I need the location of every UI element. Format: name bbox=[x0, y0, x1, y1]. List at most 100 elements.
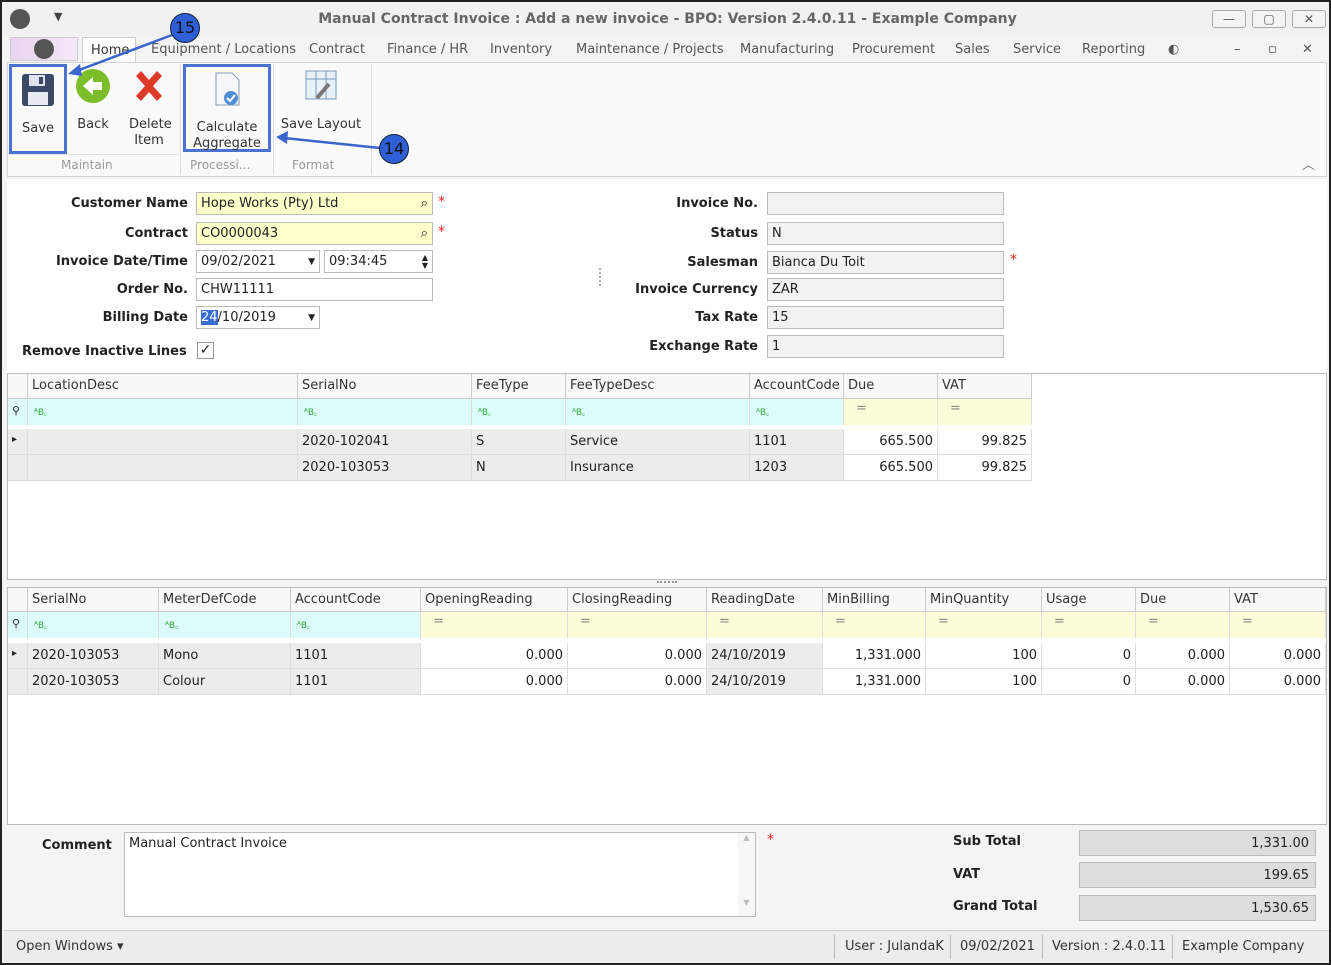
exchange-rate-field[interactable]: 1 bbox=[767, 335, 1004, 358]
table-cell[interactable]: 1101 bbox=[291, 643, 421, 669]
filter-cell[interactable]: ᴬB꜀ bbox=[291, 612, 421, 638]
billing-date-field[interactable]: 24/10/2019 ▼ bbox=[196, 306, 320, 329]
column-header[interactable]: Usage bbox=[1042, 588, 1136, 612]
table-cell[interactable] bbox=[28, 455, 298, 481]
column-header[interactable]: AccountCode bbox=[291, 588, 421, 612]
filter-cell[interactable]: ᴬB꜀ bbox=[472, 399, 566, 425]
help-icon[interactable]: ◐ bbox=[1168, 42, 1180, 57]
table-cell[interactable]: N bbox=[472, 455, 566, 481]
table-cell[interactable]: Service bbox=[566, 429, 750, 455]
remove-inactive-lines-checkbox[interactable]: ✓ bbox=[197, 342, 214, 359]
table-cell[interactable]: 99.825 bbox=[938, 455, 1032, 481]
column-header[interactable]: OpeningReading bbox=[421, 588, 568, 612]
mdi-restore-icon[interactable]: ▫ bbox=[1268, 42, 1277, 57]
comment-textarea[interactable]: Manual Contract Invoice bbox=[124, 832, 756, 917]
table-cell[interactable]: Mono bbox=[159, 643, 291, 669]
tab-manufacturing[interactable]: Manufacturing bbox=[740, 42, 835, 57]
contract-field[interactable]: CO0000043 ⌕ bbox=[196, 222, 433, 245]
filter-cell[interactable]: = bbox=[1136, 612, 1230, 638]
filter-cell[interactable]: ᴬB꜀ bbox=[566, 399, 750, 425]
tab-procurement[interactable]: Procurement bbox=[852, 42, 936, 57]
column-header[interactable]: MinBilling bbox=[823, 588, 926, 612]
table-cell[interactable]: 24/10/2019 bbox=[707, 643, 823, 669]
tab-contract[interactable]: Contract bbox=[309, 42, 365, 57]
filter-cell[interactable]: = bbox=[568, 612, 707, 638]
table-cell[interactable]: 0.000 bbox=[421, 643, 568, 669]
table-cell[interactable]: 0 bbox=[1042, 643, 1136, 669]
table-cell[interactable]: 0.000 bbox=[1230, 643, 1326, 669]
tax-rate-field[interactable]: 15 bbox=[767, 306, 1004, 329]
save-button[interactable]: Save bbox=[9, 64, 67, 154]
column-header[interactable]: MinQuantity bbox=[926, 588, 1042, 612]
calculate-aggregate-button[interactable]: Calculate Aggregate bbox=[183, 64, 271, 152]
table-cell[interactable]: 665.500 bbox=[844, 429, 938, 455]
column-header[interactable]: VAT bbox=[938, 374, 1032, 399]
row-indicator[interactable]: ▸ bbox=[8, 643, 28, 669]
invoice-time-field[interactable]: 09:34:45 ▲ ▼ bbox=[324, 250, 433, 273]
table-cell[interactable]: 100 bbox=[926, 643, 1042, 669]
column-header[interactable]: Due bbox=[844, 374, 938, 399]
table-cell[interactable]: 0.000 bbox=[568, 643, 707, 669]
filter-cell[interactable]: ᴬB꜀ bbox=[159, 612, 291, 638]
column-header[interactable]: SerialNo bbox=[298, 374, 472, 399]
table-cell[interactable]: 100 bbox=[926, 669, 1042, 695]
table-cell[interactable]: 1,331.000 bbox=[823, 669, 926, 695]
filter-cell[interactable]: ᴬB꜀ bbox=[28, 612, 159, 638]
close-button[interactable]: ✕ bbox=[1292, 10, 1326, 28]
table-cell[interactable]: 665.500 bbox=[844, 455, 938, 481]
column-header[interactable]: FeeType bbox=[472, 374, 566, 399]
table-cell[interactable]: 0.000 bbox=[1136, 669, 1230, 695]
column-header[interactable]: MeterDefCode bbox=[159, 588, 291, 612]
filter-cell[interactable]: = bbox=[1230, 612, 1326, 638]
table-cell[interactable]: Insurance bbox=[566, 455, 750, 481]
filter-cell[interactable]: = bbox=[823, 612, 926, 638]
column-header[interactable]: AccountCode bbox=[750, 374, 844, 399]
table-cell[interactable]: 99.825 bbox=[938, 429, 1032, 455]
delete-item-button[interactable]: Delete Item bbox=[122, 68, 176, 149]
column-header[interactable]: VAT bbox=[1230, 588, 1326, 612]
table-cell[interactable]: Colour bbox=[159, 669, 291, 695]
table-cell[interactable]: 2020-103053 bbox=[28, 669, 159, 695]
table-cell[interactable]: 1203 bbox=[750, 455, 844, 481]
grid-splitter-handle[interactable] bbox=[657, 581, 677, 584]
quick-access-dropdown-icon[interactable]: ▼ bbox=[54, 10, 63, 23]
dropdown-arrow-icon[interactable]: ▼ bbox=[308, 313, 315, 323]
filter-cell[interactable]: ᴬB꜀ bbox=[750, 399, 844, 425]
table-cell[interactable]: 1101 bbox=[291, 669, 421, 695]
order-no-field[interactable]: CHW11111 bbox=[196, 278, 433, 301]
filter-cell[interactable]: = bbox=[926, 612, 1042, 638]
back-button[interactable]: Back bbox=[72, 68, 114, 133]
tab-equipment-locations[interactable]: Equipment / Locations bbox=[151, 42, 296, 57]
mdi-minimize-icon[interactable]: – bbox=[1234, 42, 1241, 57]
table-cell[interactable]: 0.000 bbox=[1136, 643, 1230, 669]
customer-name-field[interactable]: Hope Works (Pty) Ltd ⌕ bbox=[196, 192, 433, 215]
table-cell[interactable]: 2020-102041 bbox=[298, 429, 472, 455]
minimize-button[interactable]: — bbox=[1212, 10, 1246, 28]
table-cell[interactable]: S bbox=[472, 429, 566, 455]
table-cell[interactable]: 2020-103053 bbox=[28, 643, 159, 669]
tab-finance-hr[interactable]: Finance / HR bbox=[387, 42, 469, 57]
comment-scrollbar[interactable]: ▲ ▼ bbox=[738, 833, 755, 916]
filter-cell[interactable]: = bbox=[938, 399, 1032, 425]
restore-button[interactable]: ▢ bbox=[1252, 10, 1286, 28]
table-cell[interactable]: 0.000 bbox=[568, 669, 707, 695]
time-spinner-icon[interactable]: ▲ ▼ bbox=[421, 253, 428, 270]
column-header[interactable]: Due bbox=[1136, 588, 1230, 612]
table-cell[interactable]: 0.000 bbox=[421, 669, 568, 695]
invoice-date-field[interactable]: 09/02/2021 ▼ bbox=[196, 250, 320, 273]
filter-cell[interactable]: = bbox=[707, 612, 823, 638]
tab-inventory[interactable]: Inventory bbox=[490, 42, 553, 57]
table-cell[interactable]: 24/10/2019 bbox=[707, 669, 823, 695]
open-windows-menu[interactable]: Open Windows ▾ bbox=[16, 939, 124, 954]
filter-cell[interactable]: = bbox=[1042, 612, 1136, 638]
collapse-ribbon-icon[interactable]: ︿ bbox=[1302, 158, 1316, 173]
column-header[interactable]: ReadingDate bbox=[707, 588, 823, 612]
table-cell[interactable] bbox=[28, 429, 298, 455]
filter-cell[interactable]: = bbox=[844, 399, 938, 425]
tab-reporting[interactable]: Reporting bbox=[1082, 42, 1146, 57]
salesman-field[interactable]: Bianca Du Toit bbox=[767, 251, 1004, 274]
table-cell[interactable]: 0 bbox=[1042, 669, 1136, 695]
table-cell[interactable]: 1101 bbox=[750, 429, 844, 455]
invoice-no-field[interactable] bbox=[767, 192, 1004, 215]
invoice-currency-field[interactable]: ZAR bbox=[767, 278, 1004, 301]
